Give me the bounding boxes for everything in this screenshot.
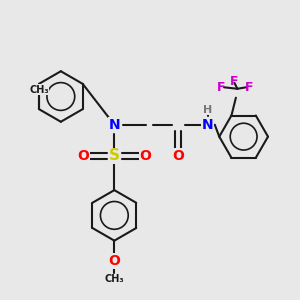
Text: F: F bbox=[245, 81, 254, 94]
Text: N: N bbox=[109, 118, 120, 132]
Text: O: O bbox=[140, 149, 152, 163]
Text: O: O bbox=[108, 254, 120, 268]
Text: O: O bbox=[172, 149, 184, 163]
Text: N: N bbox=[202, 118, 214, 132]
Text: F: F bbox=[217, 81, 225, 94]
Text: CH₃: CH₃ bbox=[104, 274, 124, 284]
Text: S: S bbox=[109, 148, 120, 164]
Text: H: H bbox=[203, 105, 213, 115]
Text: O: O bbox=[77, 149, 89, 163]
Text: CH₃: CH₃ bbox=[29, 85, 49, 95]
Text: F: F bbox=[230, 75, 239, 88]
